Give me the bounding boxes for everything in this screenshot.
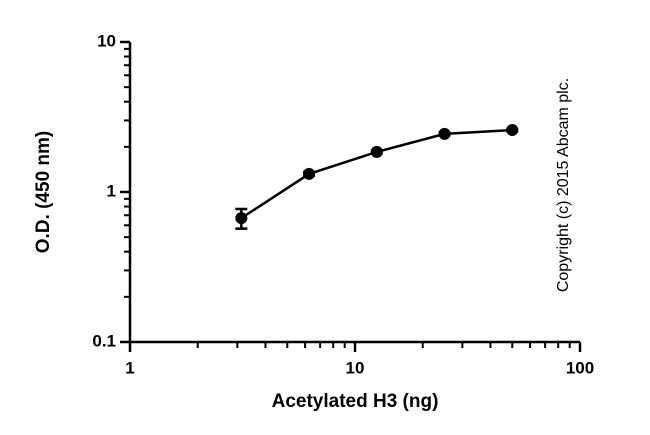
data-point xyxy=(438,127,451,140)
x-tick-label: 100 xyxy=(566,358,594,377)
data-point xyxy=(235,212,248,225)
x-axis-title: Acetylated H3 (ng) xyxy=(272,391,439,412)
data-point xyxy=(303,167,316,180)
copyright: Copyright (c) 2015 Abcam plc. xyxy=(555,78,572,292)
y-tick-label: 10 xyxy=(97,31,116,50)
y-axis-title: O.D. (450 nm) xyxy=(33,131,54,253)
data-point xyxy=(370,145,383,158)
data-point xyxy=(506,124,519,137)
x-tick-label: 1 xyxy=(125,358,134,377)
y-tick-label: 0.1 xyxy=(92,331,116,350)
y-tick-label: 1 xyxy=(107,181,116,200)
x-tick-label: 10 xyxy=(346,358,365,377)
series-line xyxy=(240,128,513,220)
